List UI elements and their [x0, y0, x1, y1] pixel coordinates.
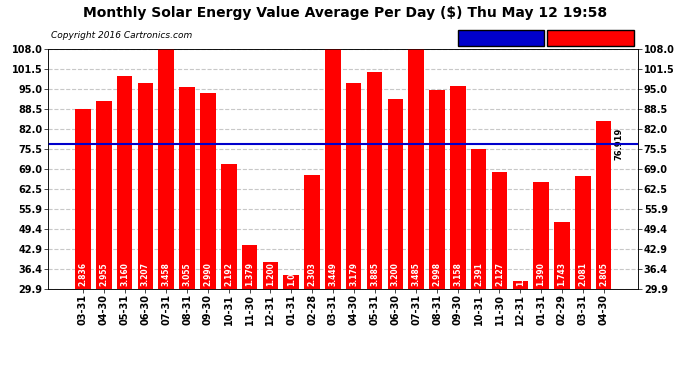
- Bar: [346, 82, 362, 289]
- Text: 1.093: 1.093: [287, 262, 296, 286]
- Bar: [200, 93, 216, 289]
- Bar: [325, 50, 341, 289]
- Bar: [137, 82, 153, 289]
- Text: 3.885: 3.885: [370, 262, 379, 286]
- Bar: [179, 87, 195, 289]
- Text: 3.160: 3.160: [120, 262, 129, 286]
- Bar: [75, 109, 91, 289]
- Bar: [429, 90, 445, 289]
- Text: 2.303: 2.303: [308, 262, 317, 286]
- Bar: [96, 101, 112, 289]
- Text: 3.179: 3.179: [349, 262, 358, 286]
- Text: 1.014: 1.014: [516, 262, 525, 286]
- Bar: [492, 172, 507, 289]
- Bar: [408, 49, 424, 289]
- Text: 2.391: 2.391: [474, 262, 483, 286]
- Text: 1.743: 1.743: [558, 262, 566, 286]
- Text: 2.127: 2.127: [495, 262, 504, 286]
- Bar: [304, 175, 320, 289]
- Bar: [533, 182, 549, 289]
- Bar: [388, 99, 403, 289]
- Bar: [117, 76, 132, 289]
- Text: Monthly  ($): Monthly ($): [560, 33, 622, 42]
- Bar: [595, 121, 611, 289]
- Text: 1.379: 1.379: [245, 262, 254, 286]
- Bar: [471, 148, 486, 289]
- Bar: [450, 86, 466, 289]
- Bar: [554, 222, 570, 289]
- Text: 2.990: 2.990: [204, 262, 213, 286]
- Bar: [575, 176, 591, 289]
- Text: 3.207: 3.207: [141, 262, 150, 286]
- Text: 76.919: 76.919: [614, 128, 623, 160]
- Text: 3.485: 3.485: [412, 262, 421, 286]
- Text: 3.158: 3.158: [453, 262, 462, 286]
- Bar: [241, 245, 257, 289]
- Text: Average  ($): Average ($): [470, 33, 533, 42]
- Bar: [159, 50, 174, 289]
- Bar: [366, 72, 382, 289]
- Text: 1.200: 1.200: [266, 262, 275, 286]
- Text: 2.192: 2.192: [224, 262, 233, 286]
- FancyBboxPatch shape: [458, 30, 544, 46]
- Bar: [513, 281, 528, 289]
- Text: 2.998: 2.998: [433, 262, 442, 286]
- Text: 1.390: 1.390: [537, 262, 546, 286]
- Text: 3.055: 3.055: [183, 262, 192, 286]
- Text: 2.805: 2.805: [599, 262, 608, 286]
- Text: Monthly Solar Energy Value Average Per Day ($) Thu May 12 19:58: Monthly Solar Energy Value Average Per D…: [83, 6, 607, 20]
- Bar: [221, 164, 237, 289]
- Text: 2.081: 2.081: [578, 262, 587, 286]
- Text: 2.836: 2.836: [79, 262, 88, 286]
- Bar: [284, 274, 299, 289]
- Text: 3.458: 3.458: [161, 262, 170, 286]
- Text: Copyright 2016 Cartronics.com: Copyright 2016 Cartronics.com: [51, 32, 193, 40]
- Bar: [263, 262, 278, 289]
- Text: 3.200: 3.200: [391, 262, 400, 286]
- Text: 3.449: 3.449: [328, 262, 337, 286]
- Text: 2.955: 2.955: [99, 262, 108, 286]
- FancyBboxPatch shape: [546, 30, 634, 46]
